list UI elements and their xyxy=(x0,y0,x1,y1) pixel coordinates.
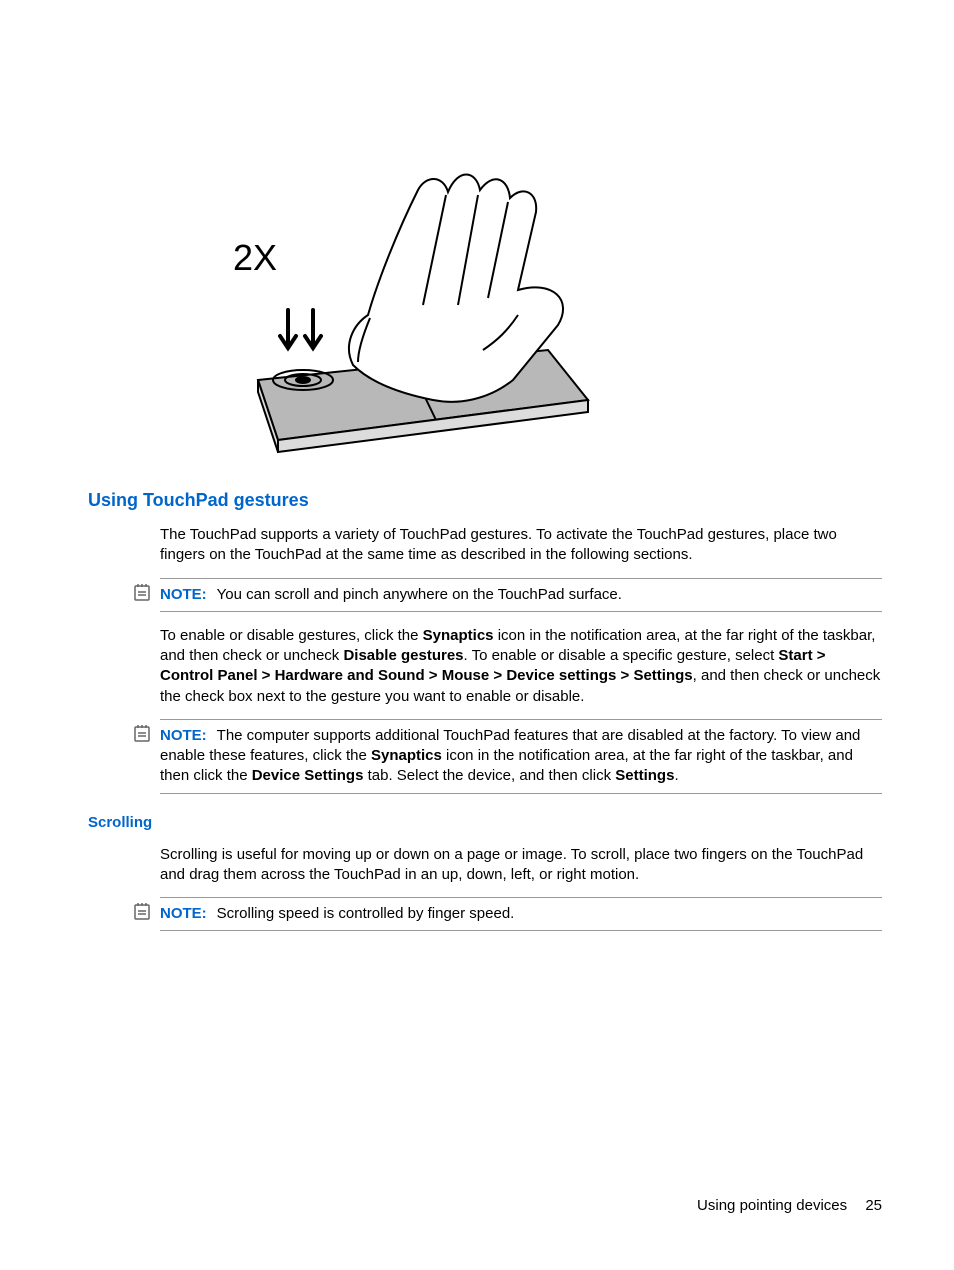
figure-annotation: 2X xyxy=(233,237,277,278)
note-text: Scrolling speed is controlled by finger … xyxy=(217,905,515,922)
note-icon xyxy=(132,724,152,750)
note-text: You can scroll and pinch anywhere on the… xyxy=(217,586,622,603)
enable-disable-paragraph: To enable or disable gestures, click the… xyxy=(160,626,882,707)
note-block-2: NOTE:The computer supports additional To… xyxy=(160,719,882,794)
note-block-3: NOTE: Scrolling speed is controlled by fi… xyxy=(160,897,882,931)
scrolling-paragraph: Scrolling is useful for moving up or dow… xyxy=(160,845,882,886)
note-icon xyxy=(132,583,152,609)
footer-page-number: 25 xyxy=(865,1197,882,1214)
note-label: NOTE: xyxy=(160,727,207,744)
note-label: NOTE: xyxy=(160,586,207,603)
footer-section-title: Using pointing devices xyxy=(697,1197,847,1214)
touchpad-gesture-figure: 2X xyxy=(158,80,882,460)
heading-using-touchpad-gestures: Using TouchPad gestures xyxy=(88,490,882,511)
heading-scrolling: Scrolling xyxy=(88,814,882,831)
intro-paragraph: The TouchPad supports a variety of Touch… xyxy=(160,525,882,566)
note-block-1: NOTE: You can scroll and pinch anywhere o… xyxy=(160,578,882,612)
note-label: NOTE: xyxy=(160,905,207,922)
note-icon xyxy=(132,902,152,928)
page-footer: Using pointing devices 25 xyxy=(697,1197,882,1214)
